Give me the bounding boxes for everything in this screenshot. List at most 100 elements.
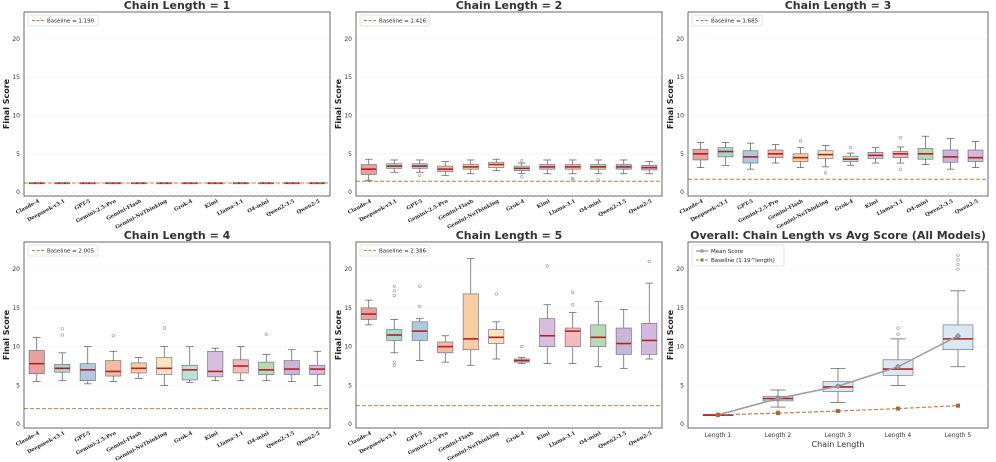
x-tick-label: Qwen2-5: [954, 198, 980, 215]
y-tick-label: 5: [348, 382, 352, 389]
x-tick-label: Grok-4: [173, 198, 194, 213]
legend-box: [27, 244, 99, 257]
y-tick-label: 10: [344, 344, 352, 351]
x-tick-label: Qwen2-3.5: [598, 198, 628, 218]
box-Gemini-2.5-Pro: [105, 360, 122, 377]
chart-title: Chain Length = 5: [456, 229, 563, 242]
legend-box: [691, 244, 785, 267]
outlier-point: [545, 264, 549, 268]
chart-title: Chain Length = 3: [785, 0, 892, 12]
baseline-series-point: [776, 411, 780, 416]
axes-frame: [355, 241, 663, 429]
y-tick-label: 15: [12, 305, 20, 312]
outlier-point: [798, 139, 803, 143]
x-tick-label: Qwen2-5: [628, 430, 654, 447]
box-Kimi: [539, 318, 556, 347]
y-tick-label: 5: [680, 151, 684, 158]
legend-mean-label: Mean Score: [711, 249, 744, 255]
x-tick-label: GPT-5: [737, 198, 755, 212]
x-tick-label: Kimi: [204, 430, 219, 442]
outlier-point: [896, 326, 900, 330]
baseline-series-point: [956, 403, 960, 408]
y-tick-label: 15: [344, 305, 352, 312]
y-tick-label: 15: [12, 74, 20, 81]
y-tick-label: 15: [344, 74, 352, 81]
axes-frame: [23, 241, 331, 429]
box-Grok-4: [181, 364, 198, 381]
baseline-series-point: [716, 412, 720, 417]
mean-score-point: [895, 364, 901, 370]
legend-baseline-label: Baseline = 1.685: [711, 19, 759, 25]
legend-box: [359, 244, 431, 257]
chart-title: Chain Length = 1: [124, 0, 231, 12]
x-tick-label: GPT-5: [406, 430, 424, 444]
outlier-point: [520, 175, 524, 179]
y-tick-label: 10: [676, 113, 684, 120]
y-tick-label: 15: [676, 74, 684, 81]
y-tick-label: 20: [12, 36, 20, 43]
box-O4-mini: [258, 361, 275, 375]
axes-frame: [355, 11, 663, 197]
outlier-point: [896, 332, 900, 336]
x-tick-label: Llama-3.1: [876, 198, 905, 217]
y-axis-label: Final Score: [2, 78, 11, 129]
x-tick-label: Length 1: [705, 432, 732, 439]
x-tick-label: Grok-4: [173, 430, 194, 445]
y-tick-label: 20: [12, 266, 20, 273]
outlier-point: [956, 258, 960, 262]
x-tick-label: Llama-3.1: [216, 430, 245, 449]
baseline-series-point: [836, 409, 840, 414]
chart-panel-4: Chain Length = 4 0 5 10 15 20 Final Score Basel…: [2, 229, 331, 462]
mean-score-point: [775, 396, 781, 401]
outlier-point: [392, 360, 396, 364]
outlier-point: [571, 303, 575, 307]
x-tick-label: Qwen2-3.5: [598, 430, 628, 450]
x-tick-label: Length 3: [825, 432, 852, 439]
y-tick-label: 15: [676, 305, 684, 312]
chart-panel-3: Chain Length = 3 0 5 10 15 20 Final Score Basel…: [666, 0, 989, 231]
legend-box: [359, 14, 431, 27]
x-tick-label: GPT-5: [406, 198, 424, 212]
y-tick-label: 10: [12, 344, 20, 351]
box-Qwen2-3.5: [615, 327, 632, 355]
chart-title: Chain Length = 2: [456, 0, 563, 12]
mean-score-point: [835, 383, 841, 389]
y-tick-label: 0: [16, 421, 20, 428]
y-tick-label: 10: [676, 344, 684, 351]
outlier-point: [367, 179, 371, 183]
box-Gemini-Flash: [462, 293, 479, 351]
y-tick-label: 0: [680, 421, 684, 428]
legend-box: [27, 14, 99, 27]
box-Claude-4: [28, 350, 45, 375]
legend-baseline-marker: [700, 258, 704, 262]
outlier-point: [60, 333, 64, 337]
x-tick-label: Llama-3.1: [216, 198, 245, 217]
outlier-point: [596, 178, 600, 182]
outlier-point: [418, 304, 422, 308]
outlier-point: [520, 345, 524, 349]
y-tick-label: 5: [348, 151, 352, 158]
y-tick-label: 0: [348, 421, 352, 428]
y-axis-label: Final Score: [2, 309, 11, 360]
outlier-point: [823, 171, 828, 175]
y-tick-label: 0: [680, 189, 684, 196]
y-tick-label: 20: [344, 266, 352, 273]
box-Qwen2-5: [967, 149, 984, 162]
outlier-point: [956, 262, 960, 267]
outlier-point: [898, 167, 903, 171]
x-tick-label: Kimi: [864, 198, 879, 210]
chart-title: Overall: Chain Length vs Avg Score (All …: [690, 229, 986, 242]
outlier-point: [60, 327, 64, 331]
outlier-point: [898, 136, 903, 140]
x-tick-label: Qwen2-3.5: [266, 430, 296, 450]
y-axis-label: Final Score: [334, 78, 343, 129]
outlier-point: [571, 176, 575, 180]
chart-title: Chain Length = 4: [124, 229, 231, 242]
x-tick-label: Kimi: [536, 430, 551, 442]
box-Gemini-NoThinking: [156, 357, 173, 375]
legend-baseline-label: Baseline = 1.190: [47, 19, 95, 25]
chart-panel-5: Chain Length = 5 0 5 10 15 20 Final Score Basel…: [334, 229, 663, 462]
x-tick-label: Length 5: [945, 432, 972, 439]
outlier-point: [418, 284, 422, 288]
x-tick-label: Grok-4: [834, 198, 855, 213]
